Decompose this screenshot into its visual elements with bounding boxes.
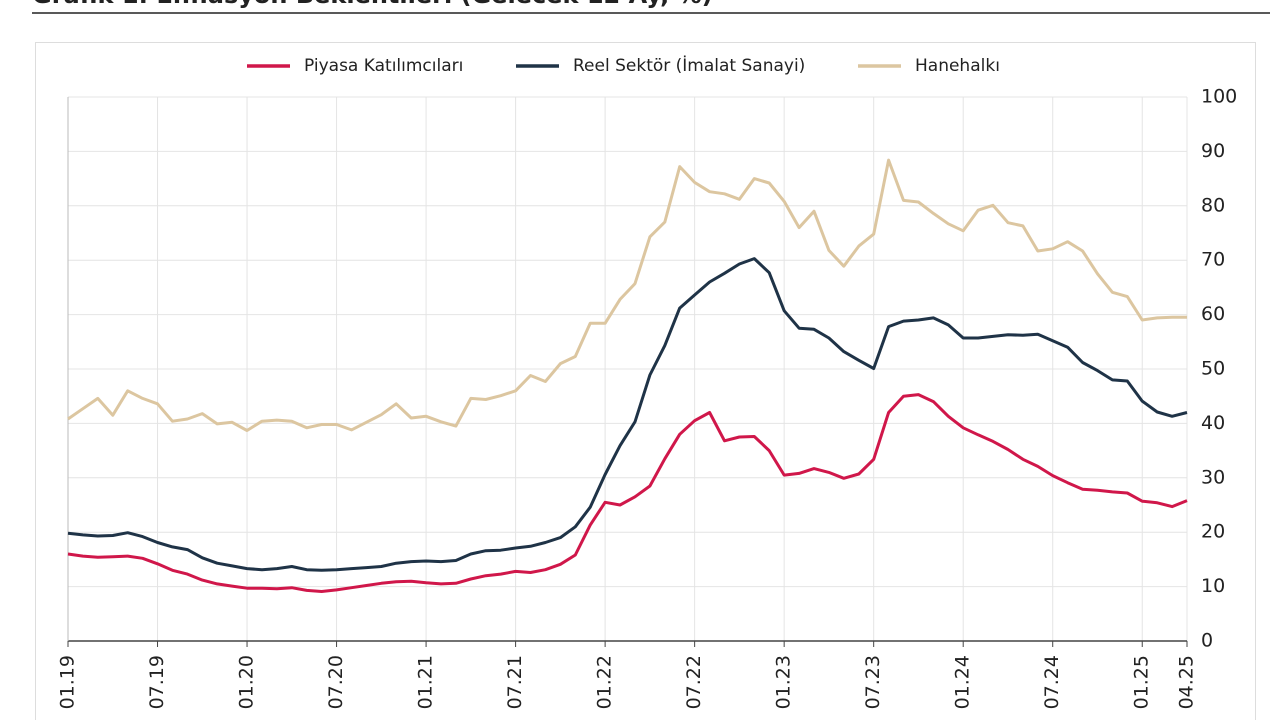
x-tick-label: 07.22 (683, 655, 705, 709)
series-line (67, 393, 1188, 593)
y-tick-label: 0 (1201, 630, 1213, 652)
x-tick-label: 07.19 (146, 655, 168, 709)
y-tick-label: 90 (1201, 140, 1225, 162)
x-tick-label: 04.25 (1176, 655, 1198, 709)
y-tick-label: 20 (1201, 521, 1225, 543)
x-tick-label: 01.21 (415, 655, 437, 709)
y-tick-label: 70 (1201, 249, 1225, 271)
y-tick-label: 60 (1201, 303, 1225, 325)
y-tick-label: 40 (1201, 412, 1225, 434)
y-tick-label: 50 (1201, 358, 1225, 380)
x-tick-label: 07.23 (862, 655, 884, 709)
x-tick-label: 07.24 (1041, 655, 1063, 709)
y-tick-label: 80 (1201, 194, 1225, 216)
y-tick-label: 10 (1201, 575, 1225, 597)
chart-frame (35, 42, 1256, 720)
legend-label: Hanehalkı (915, 56, 1000, 76)
x-tick-label: 01.24 (952, 655, 974, 709)
y-tick-label: 100 (1201, 86, 1237, 108)
x-tick-label: 01.22 (594, 655, 616, 709)
x-tick-label: 01.20 (236, 655, 258, 709)
x-tick-label: 07.21 (504, 655, 526, 709)
y-tick-label: 30 (1201, 466, 1225, 488)
x-tick-label: 07.20 (325, 655, 347, 709)
legend-label: Piyasa Katılımcıları (304, 56, 463, 76)
legend-label: Reel Sektör (İmalat Sanayi) (573, 55, 805, 76)
series-line (67, 257, 1188, 572)
x-tick-label: 01.25 (1131, 655, 1153, 709)
x-tick-label: 01.23 (773, 655, 795, 709)
x-tick-label: 01.19 (57, 655, 79, 709)
series-line (67, 158, 1187, 432)
chart-title: Grafik 1: Enflasyon Beklentileri (Gelece… (32, 0, 713, 9)
